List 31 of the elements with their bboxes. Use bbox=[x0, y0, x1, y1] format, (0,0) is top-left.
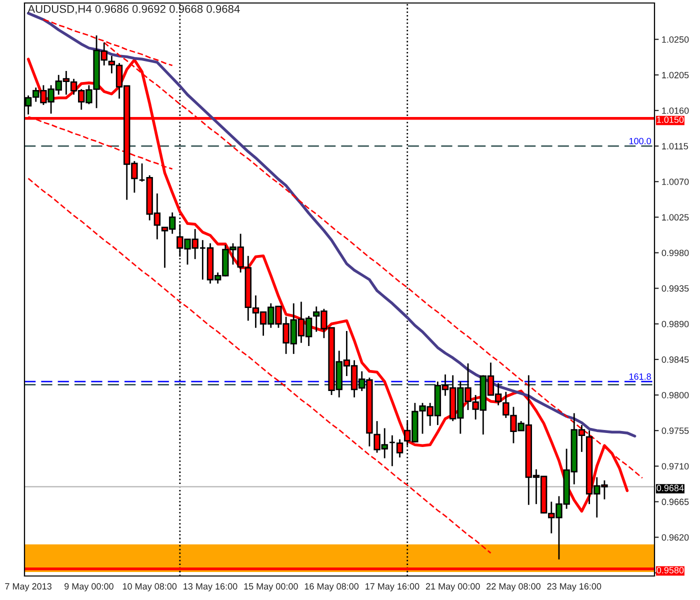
x-tick-label: 7 May 2013 bbox=[5, 583, 52, 592]
y-tick-label: 1.0070 bbox=[662, 178, 689, 185]
y-tick-label: 0.9620 bbox=[662, 534, 689, 541]
y-tick-label: 0.9800 bbox=[662, 392, 689, 398]
x-tick-label: 9 May 00:00 bbox=[64, 583, 114, 592]
annotation: 100.0 bbox=[629, 138, 651, 144]
chart-title: AUDUSD,H4 0.9686 0.9692 0.9668 0.9684 bbox=[28, 5, 240, 14]
x-tick-label: 15 May 00:00 bbox=[244, 583, 298, 592]
y-tick-label: 0.9845 bbox=[662, 356, 689, 363]
y-tick-label: 0.9755 bbox=[662, 428, 689, 434]
x-tick-label: 21 May 00:00 bbox=[426, 583, 480, 592]
ref-line-label: 0.9580 bbox=[656, 567, 684, 574]
x-tick-label: 22 May 08:00 bbox=[486, 583, 540, 592]
y-tick-label: 0.9980 bbox=[662, 250, 689, 256]
y-tick-label: 0.9935 bbox=[662, 285, 689, 292]
ref-line-label: 0.9684 bbox=[656, 484, 684, 492]
y-tick-label: 0.9710 bbox=[662, 463, 689, 470]
y-tick-label: 1.0025 bbox=[662, 214, 689, 221]
x-tick-label: 16 May 08:00 bbox=[304, 583, 359, 592]
x-tick-label: 10 May 08:00 bbox=[122, 583, 177, 592]
y-tick-label: 1.0160 bbox=[662, 107, 689, 114]
x-tick-label: 17 May 16:00 bbox=[366, 583, 420, 592]
y-tick-label: 0.9890 bbox=[662, 320, 689, 328]
y-tick-label: 0.9665 bbox=[662, 498, 689, 506]
y-tick-label: 1.0205 bbox=[662, 72, 689, 78]
x-tick-label: 23 May 16:00 bbox=[547, 583, 602, 592]
y-tick-label: 1.0250 bbox=[662, 36, 689, 43]
y-tick-label: 1.0115 bbox=[662, 143, 688, 150]
annotation: 161.8 bbox=[629, 373, 651, 380]
ref-line-label: 1.0150 bbox=[657, 116, 684, 123]
x-tick-label: 13 May 16:00 bbox=[184, 583, 238, 592]
